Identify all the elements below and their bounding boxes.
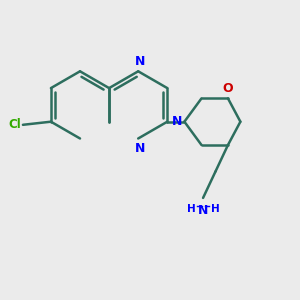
Text: O: O (223, 82, 233, 95)
Text: H: H (211, 203, 220, 214)
Text: N: N (135, 142, 145, 154)
Text: N: N (172, 115, 182, 128)
Text: Cl: Cl (8, 118, 21, 131)
Text: H: H (187, 203, 195, 214)
Text: N: N (135, 55, 145, 68)
Text: N: N (198, 203, 208, 217)
